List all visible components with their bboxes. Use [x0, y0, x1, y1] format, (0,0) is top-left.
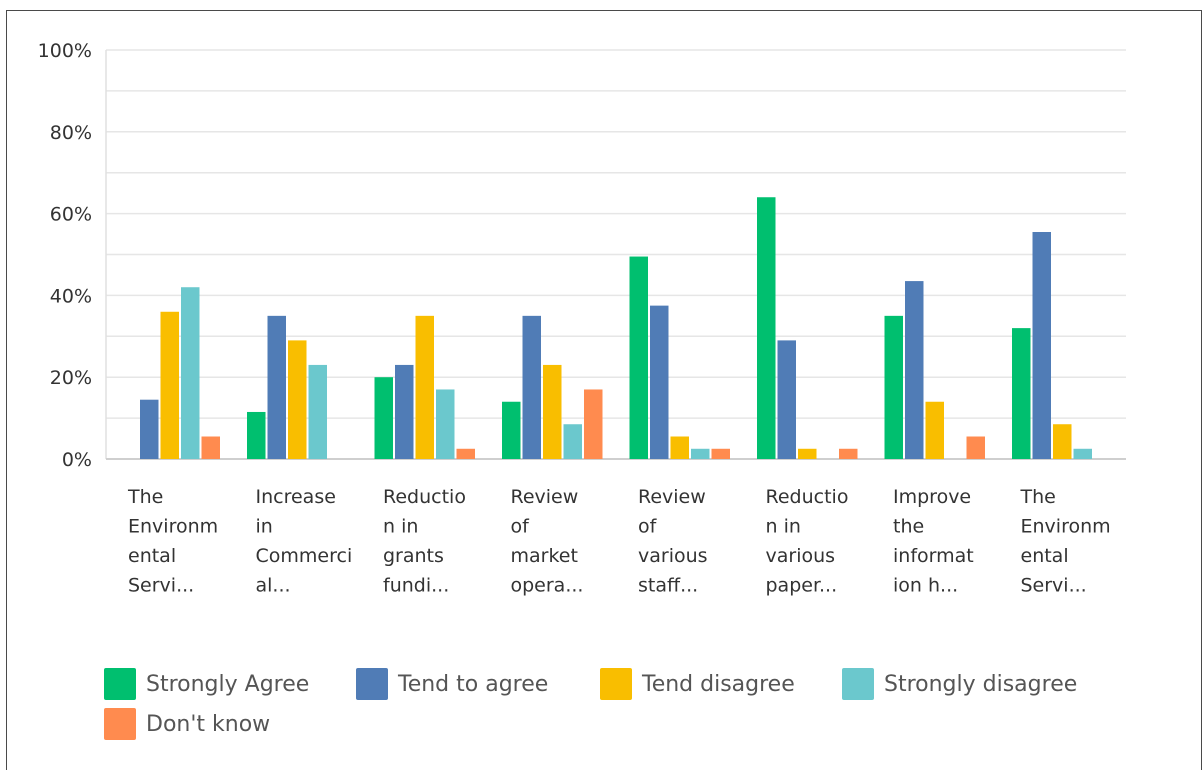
bar[interactable]: [160, 311, 180, 459]
y-tick-label: 0%: [62, 449, 92, 471]
bar[interactable]: [884, 315, 904, 459]
bar[interactable]: [925, 401, 945, 459]
bar[interactable]: [543, 364, 562, 459]
bar[interactable]: [181, 287, 200, 459]
bar[interactable]: [966, 436, 986, 459]
chart-frame: [6, 10, 1202, 770]
category-label: Review: [511, 486, 579, 508]
bar[interactable]: [456, 448, 476, 459]
category-label: of: [511, 516, 531, 538]
bar[interactable]: [1053, 424, 1072, 459]
bar[interactable]: [691, 448, 710, 459]
bar[interactable]: [798, 448, 817, 459]
bar[interactable]: [839, 448, 858, 459]
legend-swatch: [600, 668, 632, 700]
category-label: The: [1020, 486, 1056, 508]
bar[interactable]: [308, 364, 328, 459]
bar[interactable]: [905, 281, 924, 459]
category-label: Increase: [256, 486, 336, 508]
category-label: in: [256, 516, 273, 538]
bar[interactable]: [395, 364, 414, 459]
category-label: staff...: [638, 575, 698, 597]
category-label: ental: [1021, 545, 1069, 567]
category-label: Servi...: [128, 575, 194, 597]
bar[interactable]: [629, 256, 649, 459]
bar[interactable]: [1073, 448, 1093, 459]
category-label: of: [638, 516, 658, 538]
bar[interactable]: [288, 340, 307, 459]
legend-swatch: [842, 668, 874, 700]
y-tick-label: 100%: [38, 40, 92, 62]
bar[interactable]: [415, 315, 435, 459]
category-label: Environm: [128, 516, 218, 538]
category-label: the: [893, 516, 924, 538]
bar[interactable]: [757, 197, 776, 460]
legend-item-strongly-disagree[interactable]: Strongly disagree: [842, 668, 1077, 700]
category-label: various: [766, 545, 836, 567]
bar[interactable]: [522, 315, 542, 459]
legend-item-strongly-agree[interactable]: Strongly Agree: [104, 668, 309, 700]
category-label: Commerci: [256, 545, 353, 567]
bar[interactable]: [247, 411, 266, 459]
category-label: Servi...: [1021, 575, 1087, 597]
category-label: various: [638, 545, 708, 567]
category-label: ion h...: [893, 575, 958, 597]
legend-item-dont-know[interactable]: Don't know: [104, 708, 270, 740]
category-label: al...: [256, 575, 291, 597]
bar[interactable]: [201, 436, 221, 459]
category-label: ental: [128, 545, 176, 567]
category-label: Review: [638, 486, 706, 508]
bar[interactable]: [670, 436, 690, 459]
y-tick-label: 20%: [50, 367, 92, 389]
bar[interactable]: [711, 448, 731, 459]
legend-swatch: [104, 668, 136, 700]
gridlines: [105, 49, 1126, 460]
category-label: Reductio: [383, 486, 466, 508]
y-tick-label: 40%: [50, 285, 92, 307]
category-label: The: [127, 486, 163, 508]
bar[interactable]: [502, 401, 521, 459]
y-tick-label: 80%: [50, 122, 92, 144]
category-label: Environm: [1021, 516, 1111, 538]
bar[interactable]: [563, 424, 583, 459]
bar[interactable]: [1032, 232, 1052, 459]
bar[interactable]: [584, 389, 603, 459]
bar[interactable]: [374, 377, 394, 459]
category-label: n in: [766, 516, 801, 538]
category-label: Reductio: [766, 486, 849, 508]
legend-item-tend-to-agree[interactable]: Tend to agree: [356, 668, 548, 700]
bar[interactable]: [436, 389, 455, 459]
category-label: paper...: [766, 575, 838, 597]
legend-label: Strongly disagree: [884, 671, 1078, 697]
bars: [140, 197, 1093, 460]
legend-label: Tend to agree: [398, 671, 549, 697]
bar[interactable]: [1012, 328, 1031, 459]
category-label: Improve: [893, 486, 971, 508]
legend-item-tend-disagree[interactable]: Tend disagree: [600, 668, 795, 700]
category-label: market: [511, 545, 578, 567]
category-labels: The Environm ental Servi... Increase in Commer…: [127, 486, 1111, 597]
category-label: opera...: [511, 575, 584, 597]
category-label: grants: [383, 545, 444, 567]
y-axis-ticks: 0% 20% 40% 60% 80% 100%: [38, 40, 92, 471]
bar[interactable]: [267, 315, 287, 459]
legend-label: Strongly Agree: [146, 671, 310, 697]
legend-label: Tend disagree: [642, 671, 795, 697]
bar[interactable]: [140, 399, 159, 459]
category-label: informat: [893, 545, 974, 567]
category-label: n in: [383, 516, 418, 538]
legend-swatch: [104, 708, 136, 740]
y-tick-label: 60%: [50, 204, 92, 226]
bar-chart: 0% 20% 40% 60% 80% 100% The Environm ental Servi…: [38, 40, 1126, 597]
category-label: fundi...: [383, 575, 449, 597]
bar[interactable]: [777, 340, 797, 459]
legend-swatch: [356, 668, 388, 700]
legend-label: Don't know: [146, 711, 271, 737]
bar[interactable]: [650, 305, 669, 459]
